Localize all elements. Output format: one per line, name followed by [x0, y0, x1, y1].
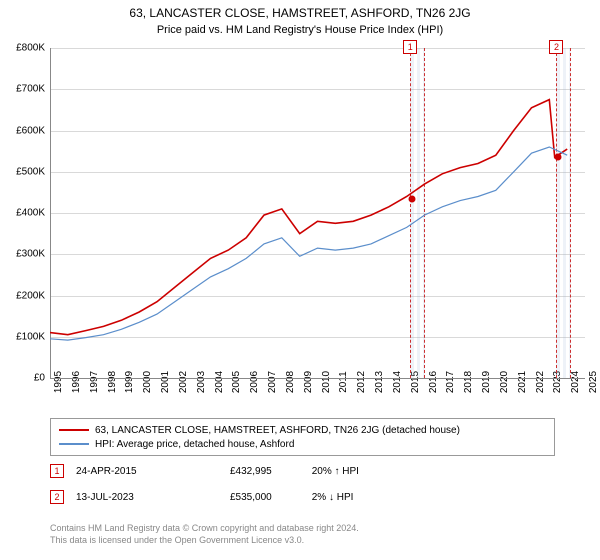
chart-marker-1: 1: [403, 40, 417, 54]
chart-subtitle: Price paid vs. HM Land Registry's House …: [0, 20, 600, 36]
footer-line-1: Contains HM Land Registry data © Crown c…: [50, 523, 359, 535]
sale-delta-2: 2% ↓ HPI: [312, 492, 354, 503]
sale-delta-1: 20% ↑ HPI: [312, 466, 359, 477]
chart-dot-1: [409, 196, 416, 203]
sale-marker-2: 2: [50, 490, 64, 504]
legend-swatch: [59, 429, 89, 431]
legend: 63, LANCASTER CLOSE, HAMSTREET, ASHFORD,…: [50, 418, 555, 456]
sale-date-1: 24-APR-2015: [76, 466, 137, 477]
sale-date-2: 13-JUL-2023: [76, 492, 134, 503]
legend-label: 63, LANCASTER CLOSE, HAMSTREET, ASHFORD,…: [95, 425, 460, 436]
y-axis-label: £400K: [16, 208, 45, 219]
sale-marker-1: 1: [50, 464, 64, 478]
sale-row-2: 2 13-JUL-2023 £535,000 2% ↓ HPI: [50, 490, 353, 504]
price-chart: £0£100K£200K£300K£400K£500K£600K£700K£80…: [50, 48, 585, 378]
legend-item: 63, LANCASTER CLOSE, HAMSTREET, ASHFORD,…: [59, 423, 546, 437]
legend-item: HPI: Average price, detached house, Ashf…: [59, 437, 546, 451]
sale-price-1: £432,995: [230, 466, 272, 477]
series-line: [50, 147, 567, 340]
y-axis-label: £300K: [16, 249, 45, 260]
y-axis-label: £200K: [16, 290, 45, 301]
series-line: [50, 100, 567, 335]
y-axis-label: £800K: [16, 43, 45, 54]
legend-swatch: [59, 443, 89, 445]
y-axis-label: £700K: [16, 84, 45, 95]
y-axis-label: £100K: [16, 331, 45, 342]
y-axis-label: £0: [34, 373, 45, 384]
sale-price-2: £535,000: [230, 492, 272, 503]
chart-marker-2: 2: [549, 40, 563, 54]
x-axis-label: 2025: [588, 371, 599, 393]
sale-row-1: 1 24-APR-2015 £432,995 20% ↑ HPI: [50, 464, 359, 478]
chart-dot-2: [555, 154, 562, 161]
y-axis-label: £600K: [16, 125, 45, 136]
y-axis-label: £500K: [16, 166, 45, 177]
footer-line-2: This data is licensed under the Open Gov…: [50, 535, 359, 547]
legend-label: HPI: Average price, detached house, Ashf…: [95, 439, 294, 450]
footer-attribution: Contains HM Land Registry data © Crown c…: [50, 523, 359, 546]
chart-title: 63, LANCASTER CLOSE, HAMSTREET, ASHFORD,…: [0, 0, 600, 20]
